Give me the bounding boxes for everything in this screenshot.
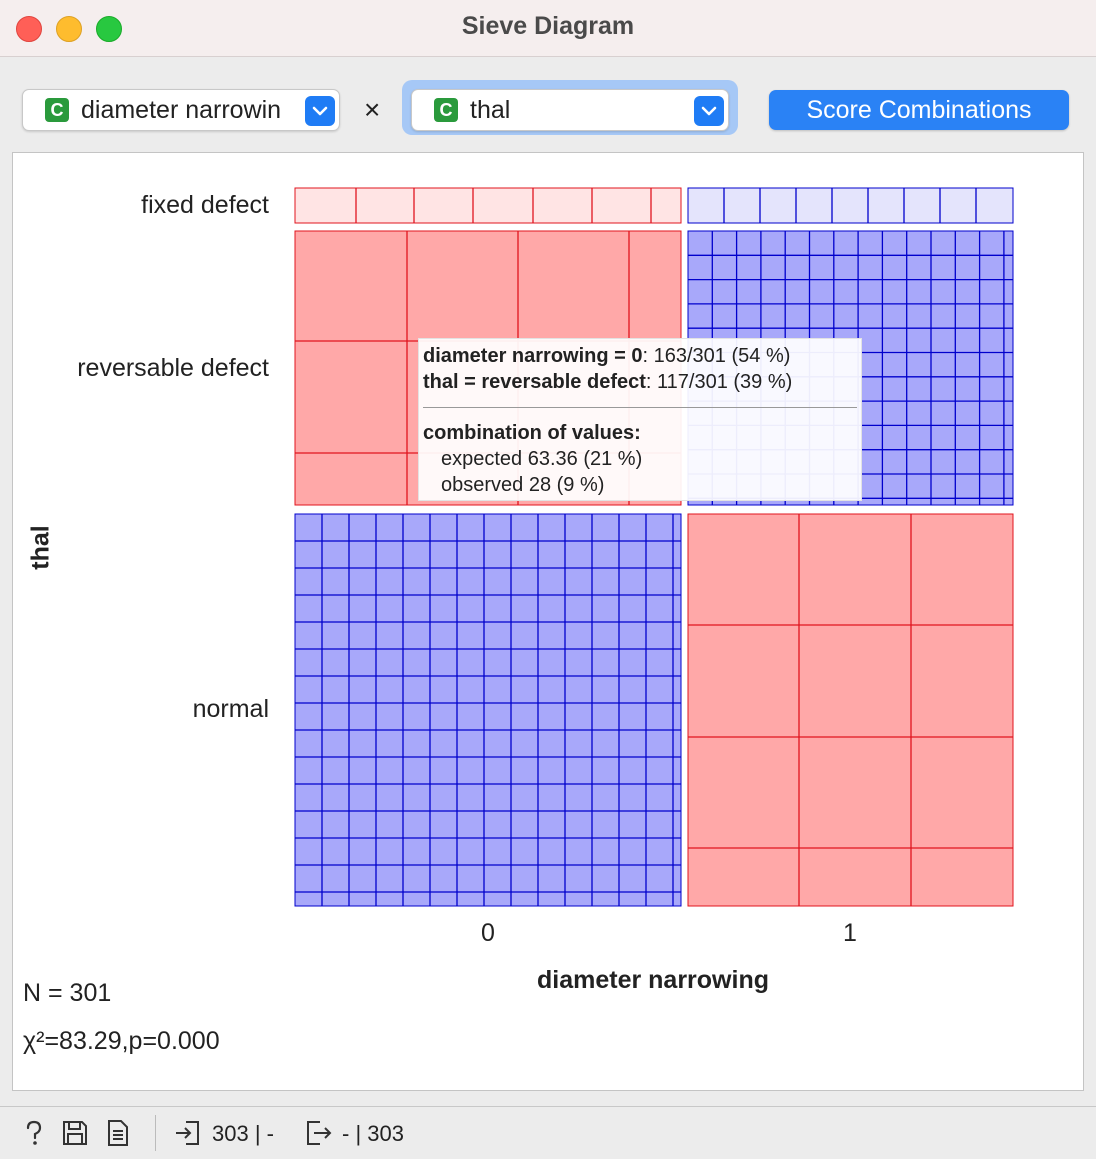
status-divider [155,1115,156,1151]
col-label-0: 0 [481,919,495,947]
cell-tooltip: diameter narrowing = 0: 163/301 (54 %) t… [418,338,862,501]
times-separator: × [364,94,381,125]
attribute-x-value: diameter narrowin [81,96,282,124]
save-icon[interactable] [62,1119,88,1147]
row-label-fixed-defect: fixed defect [141,191,269,219]
sample-count: N = 301 [23,979,112,1007]
row-label-reversable-defect: reversable defect [77,354,269,382]
y-axis-label: thal [26,525,55,570]
sieve-cell-normal-1[interactable] [687,513,1014,907]
score-combinations-button[interactable]: Score Combinations [769,90,1069,130]
input-data-icon [176,1121,199,1145]
attribute-x-select[interactable]: C diameter narrowin [22,89,340,131]
status-bar: 303 | - - | 303 [0,1106,1096,1159]
attribute-y-value: thal [470,96,511,124]
tooltip-heading: combination of values: [423,422,641,444]
output-count: - | 303 [342,1121,404,1146]
col-label-1: 1 [843,919,857,947]
title-bar: Sieve Diagram [0,0,1096,57]
minimize-window-button[interactable] [56,16,82,42]
output-data-icon [307,1121,332,1145]
tooltip-divider [423,407,857,408]
tooltip-observed: observed 28 (9 %) [441,474,605,496]
continuous-type-icon: C [45,98,69,122]
sieve-cell-normal-0[interactable] [294,513,682,907]
plot-canvas[interactable]: fixed defect reversable defect normal 0 … [12,152,1084,1091]
help-icon[interactable] [22,1119,46,1147]
window-title: Sieve Diagram [461,12,635,40]
sieve-cell-fixed-defect-1[interactable] [687,187,1014,224]
tooltip-y-line: thal = reversable defect: 117/301 (39 %) [423,371,793,393]
x-axis-label: diameter narrowing [537,966,769,994]
sieve-cell-fixed-defect-0[interactable] [294,187,682,224]
chi-square-statistic: χ²=83.29,p=0.000 [23,1027,220,1055]
zoom-window-button[interactable] [96,16,122,42]
sieve-diagram [294,187,1014,907]
attribute-y-select[interactable]: C thal [411,89,729,131]
tooltip-expected: expected 63.36 (21 %) [441,448,643,470]
input-count: 303 | - [212,1121,274,1146]
report-icon[interactable] [106,1119,130,1147]
chevron-down-icon[interactable] [305,96,335,126]
continuous-type-icon: C [434,98,458,122]
close-window-button[interactable] [16,16,42,42]
chevron-down-icon[interactable] [694,96,724,126]
row-label-normal: normal [192,695,269,723]
tooltip-x-line: diameter narrowing = 0: 163/301 (54 %) [423,345,791,367]
